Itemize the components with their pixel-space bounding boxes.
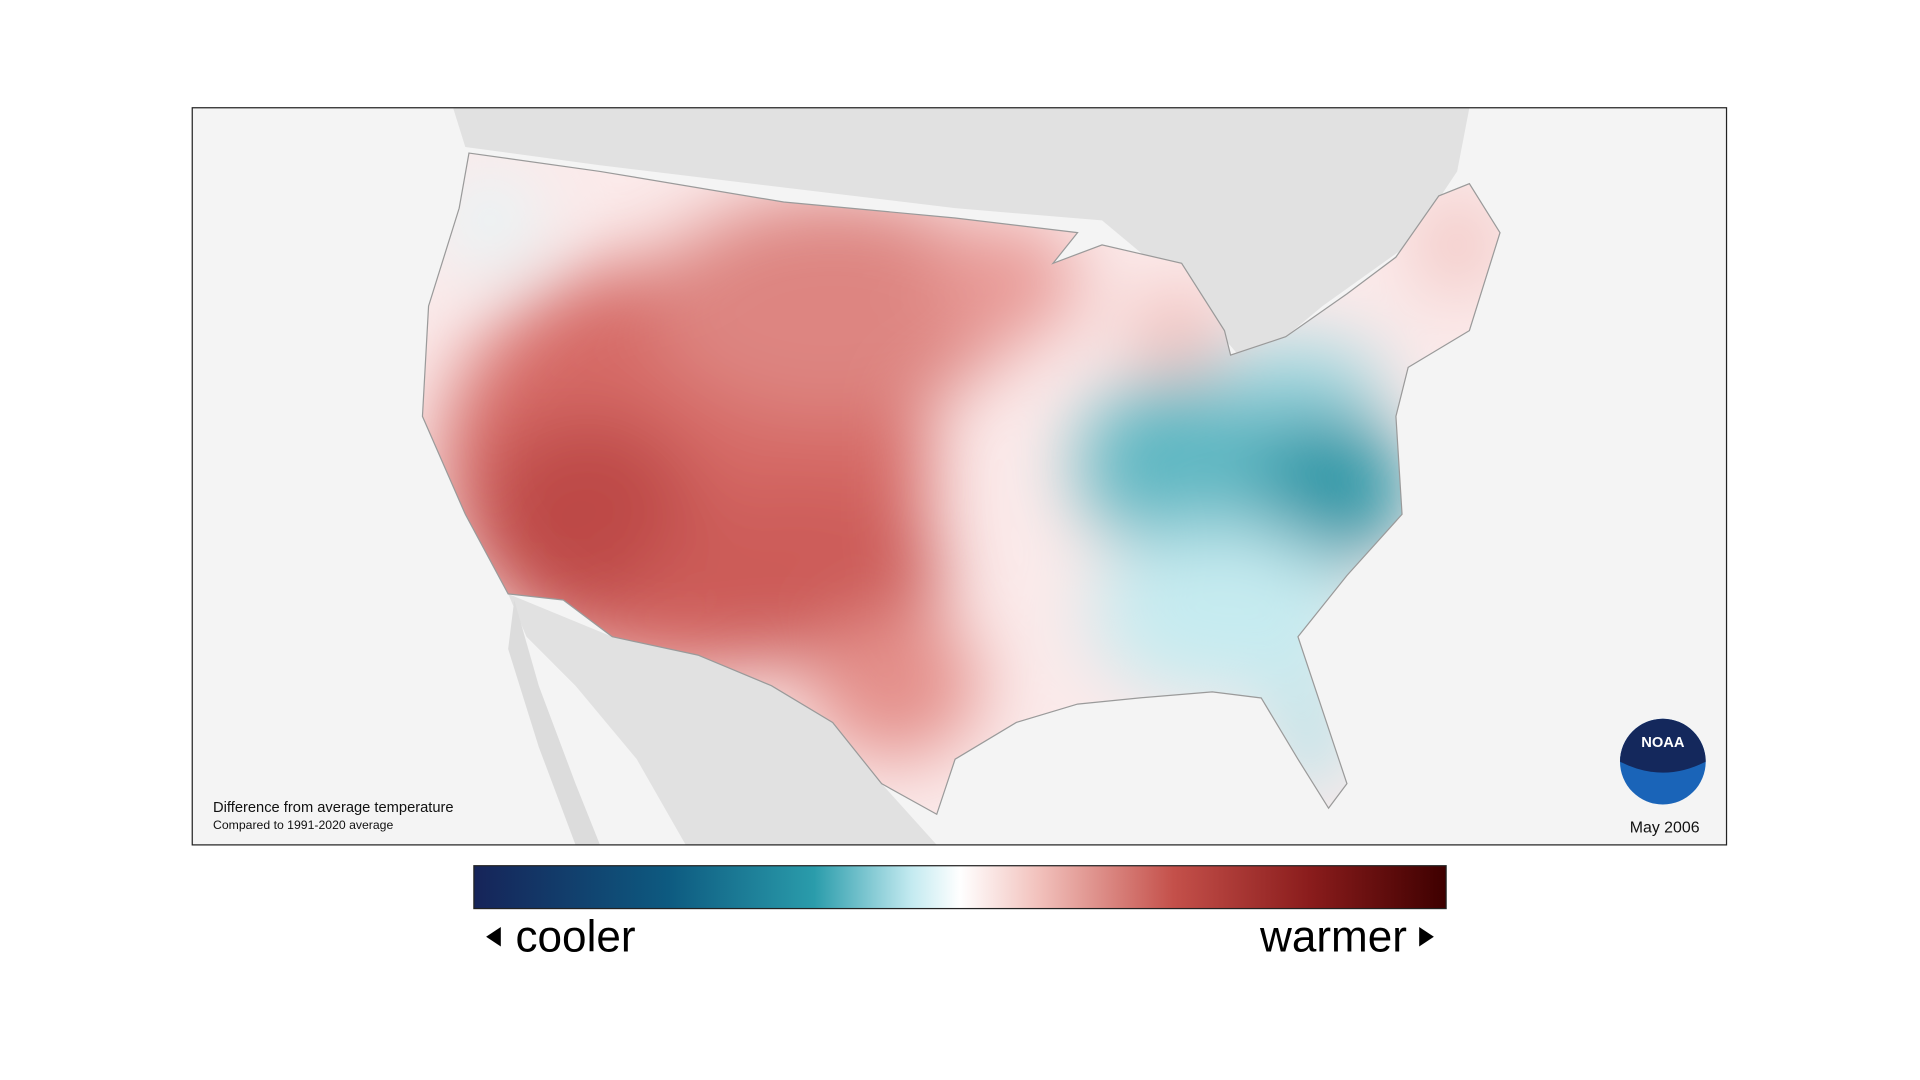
- color-scale: [473, 865, 1447, 910]
- baja: [508, 600, 600, 845]
- cooler-label: cooler: [516, 912, 636, 961]
- map-date: May 2006: [1630, 820, 1700, 837]
- noaa-logo-top: [1620, 718, 1706, 773]
- map-caption: Difference from average temperature: [213, 800, 454, 816]
- warmer-arrow: [1419, 926, 1434, 947]
- mexico: [508, 593, 937, 845]
- cooler-arrow: [486, 926, 501, 947]
- warmer-label: warmer: [1259, 912, 1407, 961]
- map-subcaption: Compared to 1991-2020 average: [213, 818, 393, 832]
- map-area: Difference from average temperature Comp…: [192, 107, 1727, 845]
- map-frame: [191, 107, 1728, 846]
- noaa-logo-text: NOAA: [1641, 735, 1685, 751]
- canada: [453, 107, 1470, 368]
